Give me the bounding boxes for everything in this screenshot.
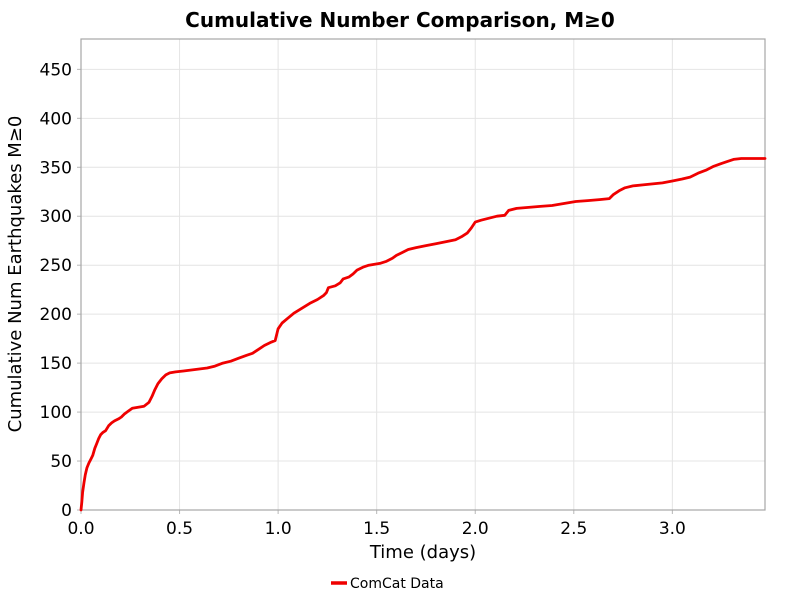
x-tick-label: 1.5	[363, 519, 390, 539]
y-tick-label: 150	[40, 354, 72, 374]
x-tick-label: 0.5	[166, 519, 193, 539]
y-tick-label: 50	[50, 452, 72, 472]
x-tick-label: 2.5	[560, 519, 587, 539]
x-tick-label: 0.0	[67, 519, 94, 539]
y-tick-label: 350	[40, 158, 72, 178]
y-tick-label: 100	[40, 403, 72, 423]
y-tick-label: 300	[40, 207, 72, 227]
y-tick-label: 400	[40, 109, 72, 129]
series-comcat-line	[79, 157, 767, 512]
y-tick-label: 250	[40, 256, 72, 276]
x-tick-label: 1.0	[265, 519, 292, 539]
x-tick-label: 2.0	[462, 519, 489, 539]
tick-marks	[77, 68, 673, 514]
plot-frame	[80, 38, 766, 511]
y-tick-label: 450	[40, 60, 72, 80]
tick-labels: 0 50 100 150 200 250 300 350 400 450 0.0 0.5 1.0 1.5 2…	[40, 60, 686, 539]
y-tick-label: 200	[40, 305, 72, 325]
legend-label: ComCat Data	[350, 576, 444, 592]
legend: ComCat Data	[331, 576, 444, 592]
y-tick-label: 0	[61, 501, 72, 521]
gridlines	[80, 39, 765, 511]
x-axis-label: Time (days)	[369, 542, 476, 563]
y-axis-label: Cumulative Num Earthquakes M≥0	[5, 116, 26, 433]
x-tick-label: 3.0	[659, 519, 686, 539]
chart-title: Cumulative Number Comparison, M≥0	[185, 8, 615, 32]
